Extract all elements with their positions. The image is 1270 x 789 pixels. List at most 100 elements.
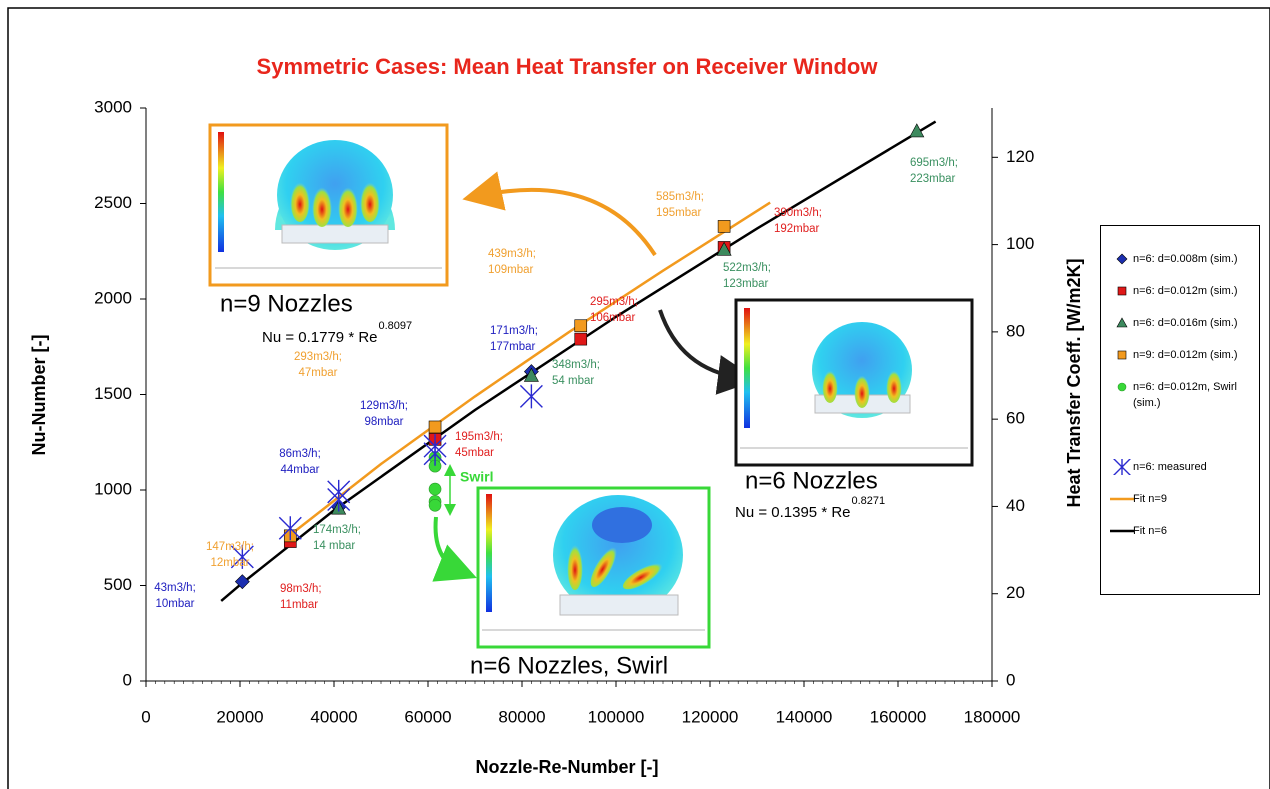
star-marker: [230, 544, 254, 569]
x-tick-label: 160000: [870, 707, 927, 726]
legend-label: n=6: d=0.012m (sim.): [1133, 285, 1238, 297]
square-marker: [1117, 350, 1127, 360]
legend-swatch: [1117, 286, 1127, 296]
x-tick-label: 100000: [588, 707, 645, 726]
y-tick-label: 1000: [94, 479, 132, 498]
data-annotation: 43m3/h;: [154, 582, 196, 594]
data-annotation: 585m3/h;: [656, 191, 704, 203]
fit-equation: Nu = 0.1395 * Re: [735, 504, 851, 521]
legend-label: n=6: d=0.012m, Swirl (sim.): [1133, 381, 1237, 409]
data-annotation: 695m3/h;: [910, 157, 958, 169]
square-marker: [574, 332, 588, 346]
square-marker: [574, 319, 588, 333]
data-annotation: 147m3/h;: [206, 541, 254, 553]
data-annotation: 390m3/h;: [774, 207, 822, 219]
data-annotation: 195mbar: [656, 207, 702, 219]
legend-swatch: [1117, 350, 1127, 360]
legend-label: n=6: d=0.008m (sim.): [1133, 253, 1238, 265]
data-annotation: 12mbar: [211, 557, 250, 569]
data-annotation: 348m3/h;: [552, 359, 600, 371]
data-annotation: 522m3/h;: [723, 262, 771, 274]
x-tick-label: 80000: [498, 707, 545, 726]
data-annotation: 174m3/h;: [313, 524, 361, 536]
star-marker: [278, 516, 302, 541]
inset-swirl: [476, 486, 711, 649]
legend-label: Fit n=6: [1133, 525, 1167, 537]
circle-marker: [428, 498, 442, 512]
data-annotation: 195m3/h;: [455, 431, 503, 443]
circle-marker: [428, 482, 442, 496]
y-tick-label: 2000: [94, 288, 132, 307]
data-annotation: 14 mbar: [313, 540, 355, 552]
legend-label: n=6: measured: [1133, 461, 1207, 473]
triangle-marker: [716, 241, 732, 256]
inset-caption: n=6 Nozzles: [745, 467, 878, 494]
data-annotation: 223mbar: [910, 173, 956, 185]
fit-equation: Nu = 0.1779 * Re: [262, 329, 378, 346]
x-axis-title: Nozzle-Re-Number [-]: [476, 757, 659, 777]
star-marker: [1113, 459, 1131, 475]
data-annotation: 123mbar: [723, 278, 769, 290]
star-marker: [327, 487, 351, 512]
data-annotation: 293m3/h;: [294, 351, 342, 363]
x-tick-label: 60000: [404, 707, 451, 726]
y2-tick-label: 0: [1006, 670, 1015, 689]
x-tick-label: 140000: [776, 707, 833, 726]
data-annotation: 192mbar: [774, 223, 820, 235]
data-annotation: 109mbar: [488, 264, 534, 276]
legend-label: n=9: d=0.012m (sim.): [1133, 349, 1238, 361]
diamond-marker: [1116, 253, 1128, 265]
data-annotation: 98mbar: [365, 416, 404, 428]
legend-swatch: [1116, 253, 1128, 265]
legend-swatch: [1113, 459, 1131, 475]
data-annotation: 11mbar: [280, 599, 318, 611]
data-annotation: 177mbar: [490, 341, 536, 353]
y2-tick-label: 20: [1006, 583, 1025, 602]
x-tick-label: 120000: [682, 707, 739, 726]
fit-line: [289, 201, 771, 537]
data-annotation: 54 mbar: [552, 375, 594, 387]
triangle-marker: [1116, 317, 1128, 328]
data-annotation: 98m3/h;: [280, 583, 322, 595]
x-tick-label: 40000: [310, 707, 357, 726]
data-annotation: 106mbar: [590, 312, 636, 324]
legend-label: n=6: d=0.016m (sim.): [1133, 317, 1238, 329]
data-annotation: 439m3/h;: [488, 248, 536, 260]
x-tick-label: 0: [141, 707, 150, 726]
data-annotation: 10mbar: [156, 598, 195, 610]
inset-caption: n=9 Nozzles: [220, 290, 353, 317]
data-annotation: 47mbar: [299, 367, 338, 379]
arrow: [658, 309, 758, 395]
y-tick-label: 2500: [94, 193, 132, 212]
legend-swatch: [1116, 317, 1128, 328]
arrow: [462, 171, 657, 257]
y-tick-label: 500: [104, 575, 132, 594]
legend-swatch: [1110, 497, 1134, 501]
y2-tick-label: 100: [1006, 234, 1034, 253]
chart-title: Symmetric Cases: Mean Heat Transfer on R…: [257, 54, 879, 79]
data-annotation: 171m3/h;: [490, 325, 538, 337]
diamond-marker: [234, 574, 250, 590]
inset-n9: [208, 123, 449, 287]
inset-n6: [734, 298, 974, 467]
legend-label: Fit n=9: [1133, 493, 1167, 505]
square-marker: [717, 220, 731, 233]
data-annotation: 45mbar: [455, 447, 494, 459]
arrow: [432, 516, 477, 582]
y-tick-label: 1500: [94, 384, 132, 403]
frame: [7, 7, 1270, 789]
triangle-marker: [909, 123, 925, 138]
circle-marker: [1117, 382, 1127, 392]
fit-exponent: 0.8097: [379, 320, 413, 332]
swirl-label: Swirl: [460, 469, 493, 485]
y2-tick-label: 80: [1006, 321, 1025, 340]
data-annotation: 129m3/h;: [360, 400, 408, 412]
fit-exponent: 0.8271: [852, 495, 886, 507]
data-annotation: 295m3/h;: [590, 296, 638, 308]
star-marker: [423, 441, 447, 466]
x-tick-label: 180000: [964, 707, 1021, 726]
y-tick-label: 0: [123, 670, 132, 689]
y2-axis-title: Heat Transfer Coeff. [W/m2K]: [1064, 258, 1084, 507]
